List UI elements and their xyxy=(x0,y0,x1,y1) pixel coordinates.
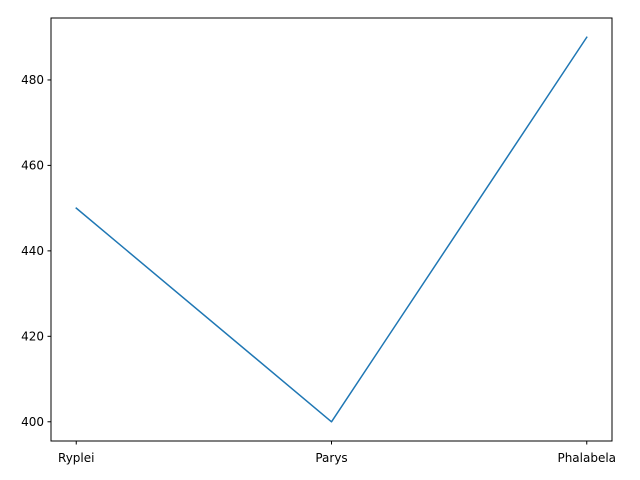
x-axis: Ryplei Parys Phalabela xyxy=(58,441,616,465)
y-tick-label: 460 xyxy=(21,158,44,172)
y-tick-label: 440 xyxy=(21,244,44,258)
series-line xyxy=(75,36,588,423)
y-tick-label: 480 xyxy=(21,73,44,87)
y-tick-label: 420 xyxy=(21,329,44,343)
x-tick-label: Phalabela xyxy=(557,451,616,465)
y-tick-label: 400 xyxy=(21,415,44,429)
x-tick-label: Ryplei xyxy=(58,451,94,465)
y-axis: 400 420 440 460 480 xyxy=(21,73,51,429)
series-layer xyxy=(75,36,588,423)
x-tick-label: Parys xyxy=(315,451,347,465)
